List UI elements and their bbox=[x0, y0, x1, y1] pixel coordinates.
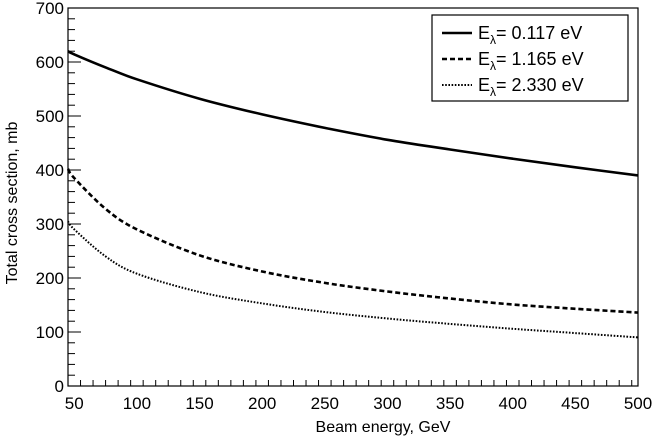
legend-entry-2330ev: Eλ= 2.330 eV bbox=[442, 75, 584, 99]
y-tick-label: 200 bbox=[36, 269, 64, 288]
y-tick-label: 700 bbox=[36, 0, 64, 18]
x-tick-label: 500 bbox=[624, 394, 652, 413]
x-tick-label: 400 bbox=[499, 394, 527, 413]
legend-label: Eλ= 0.117 eV bbox=[478, 23, 582, 47]
y-tick-label: 300 bbox=[36, 215, 64, 234]
legend-box bbox=[431, 14, 629, 102]
series-line-1165ev bbox=[66, 168, 639, 314]
y-tick-label: 0 bbox=[55, 377, 64, 396]
series-line-2330ev bbox=[67, 220, 639, 339]
series-line-0117ev bbox=[67, 50, 639, 177]
y-tick-label: 100 bbox=[36, 323, 64, 342]
x-tick-label: 250 bbox=[311, 394, 339, 413]
x-tick-label: 200 bbox=[248, 394, 276, 413]
x-tick-label: 300 bbox=[373, 394, 401, 413]
legend-label: Eλ= 2.330 eV bbox=[478, 75, 584, 99]
x-tick-label: 450 bbox=[561, 394, 589, 413]
y-tick-label: 600 bbox=[36, 53, 64, 72]
x-tick-label: 150 bbox=[185, 394, 213, 413]
plot-frame bbox=[67, 7, 639, 387]
y-tick-label: 400 bbox=[36, 161, 64, 180]
y-tick-label: 500 bbox=[36, 107, 64, 126]
legend-entry-0117ev: Eλ= 0.117 eV bbox=[442, 23, 582, 47]
x-axis-title: Beam energy, GeV bbox=[316, 419, 451, 436]
x-tick-label: 50 bbox=[65, 394, 84, 413]
legend-entry-1165ev: Eλ= 1.165 eV bbox=[442, 49, 584, 73]
x-tick-label: 100 bbox=[123, 394, 151, 413]
x-tick-label: 350 bbox=[436, 394, 464, 413]
y-axis-title: Total cross section, mb bbox=[4, 122, 21, 285]
legend-label: Eλ= 1.165 eV bbox=[478, 49, 584, 73]
